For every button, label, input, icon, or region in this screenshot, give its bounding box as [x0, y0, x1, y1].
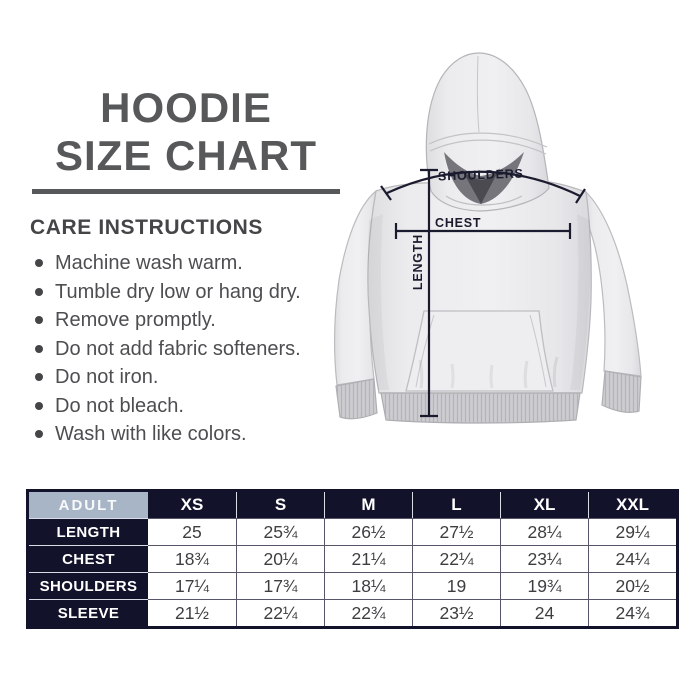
page-title-line2: SIZE CHART — [55, 132, 317, 179]
table-cell: 21½ — [148, 599, 236, 626]
row-label-chest: CHEST — [29, 545, 148, 572]
column-header-m: M — [324, 492, 412, 518]
table-cell: 19 — [412, 572, 500, 599]
table-row: SLEEVE 21½ 22¼ 22¾ 23½ 24 24¾ — [29, 599, 676, 626]
title-underline — [32, 189, 340, 194]
care-item-text: Machine wash warm. — [55, 252, 243, 274]
table-row: CHEST 18¾ 20¼ 21¼ 22¼ 23¼ 24¼ — [29, 545, 676, 572]
list-item: Do not add fabric softeners. — [30, 335, 365, 364]
table-cell: 22¾ — [324, 599, 412, 626]
column-header-s: S — [236, 492, 324, 518]
bullet-dot-icon — [35, 430, 43, 438]
list-item: Do not bleach. — [30, 392, 365, 421]
care-item-text: Do not add fabric softeners. — [55, 337, 301, 360]
table-cell: 19¾ — [500, 572, 588, 599]
bullet-dot-icon — [35, 316, 43, 324]
care-item-text: Do not iron. — [55, 366, 159, 388]
table-cell: 28¼ — [500, 518, 588, 545]
list-item: Tumble dry low or hang dry. — [30, 278, 365, 307]
table-cell: 18¼ — [324, 572, 412, 599]
table-cell: 23½ — [412, 599, 500, 626]
bullet-dot-icon — [35, 344, 43, 353]
care-item-text: Do not bleach. — [55, 394, 184, 417]
table-cell: 27½ — [412, 518, 500, 545]
bullet-dot-icon — [35, 287, 43, 296]
table-cell: 24¼ — [588, 545, 676, 572]
size-table: ADULT XS S M L XL XXL LENGTH 25 25¾ 26½ … — [26, 489, 679, 629]
table-cell: 20¼ — [236, 545, 324, 572]
care-heading: CARE INSTRUCTIONS — [30, 216, 264, 239]
hoodie-photo — [333, 52, 642, 424]
column-header-xl: XL — [500, 492, 588, 518]
care-item-text: Remove promptly. — [55, 309, 216, 331]
care-list: Machine wash warm. Tumble dry low or han… — [30, 249, 365, 449]
table-cell: 21¼ — [324, 545, 412, 572]
table-header-row: ADULT XS S M L XL XXL — [29, 492, 676, 518]
table-cell: 18¾ — [148, 545, 236, 572]
bullet-dot-icon — [35, 373, 43, 381]
table-cell: 17¾ — [236, 572, 324, 599]
column-header-xs: XS — [148, 492, 236, 518]
hoodie-measurement-diagram: SHOULDERS CHEST LENGTH — [333, 52, 642, 424]
list-item: Machine wash warm. — [30, 249, 365, 278]
table-cell: 20½ — [588, 572, 676, 599]
column-header-xxl: XXL — [588, 492, 676, 518]
chest-measure-label: CHEST — [435, 216, 481, 230]
column-header-l: L — [412, 492, 500, 518]
table-cell: 22¼ — [412, 545, 500, 572]
list-item: Remove promptly. — [30, 306, 365, 335]
shoulders-tick-left — [380, 185, 392, 201]
table-cell: 26½ — [324, 518, 412, 545]
bullet-dot-icon — [35, 259, 43, 267]
table-cell: 23¼ — [500, 545, 588, 572]
table-cell: 24 — [500, 599, 588, 626]
table-cell: 25 — [148, 518, 236, 545]
table-cell: 29¼ — [588, 518, 676, 545]
care-instructions-section: CARE INSTRUCTIONS Machine wash warm. Tum… — [30, 216, 365, 449]
list-item: Wash with like colors. — [30, 420, 365, 449]
table-cell: 17¼ — [148, 572, 236, 599]
row-label-shoulders: SHOULDERS — [29, 572, 148, 599]
care-item-text: Wash with like colors. — [55, 423, 247, 445]
measurement-annotations — [380, 168, 586, 418]
table-cell: 25¾ — [236, 518, 324, 545]
shoulders-tick-right — [575, 188, 586, 204]
list-item: Do not iron. — [30, 363, 365, 392]
table-corner-adult: ADULT — [29, 492, 148, 518]
row-label-sleeve: SLEEVE — [29, 599, 148, 626]
care-item-text: Tumble dry low or hang dry. — [55, 280, 301, 303]
page-title-line1: HOODIE — [100, 84, 272, 131]
row-label-length: LENGTH — [29, 518, 148, 545]
title-block: HOODIE SIZE CHART — [20, 84, 352, 194]
bullet-dot-icon — [35, 401, 43, 410]
table-cell: 22¼ — [236, 599, 324, 626]
length-measure-label: LENGTH — [411, 234, 425, 290]
table-row: SHOULDERS 17¼ 17¾ 18¼ 19 19¾ 20½ — [29, 572, 676, 599]
shoulders-measure-line — [386, 170, 581, 197]
shoulders-measure-label: SHOULDERS — [438, 167, 524, 184]
table-row: LENGTH 25 25¾ 26½ 27½ 28¼ 29¼ — [29, 518, 676, 545]
table-cell: 24¾ — [588, 599, 676, 626]
